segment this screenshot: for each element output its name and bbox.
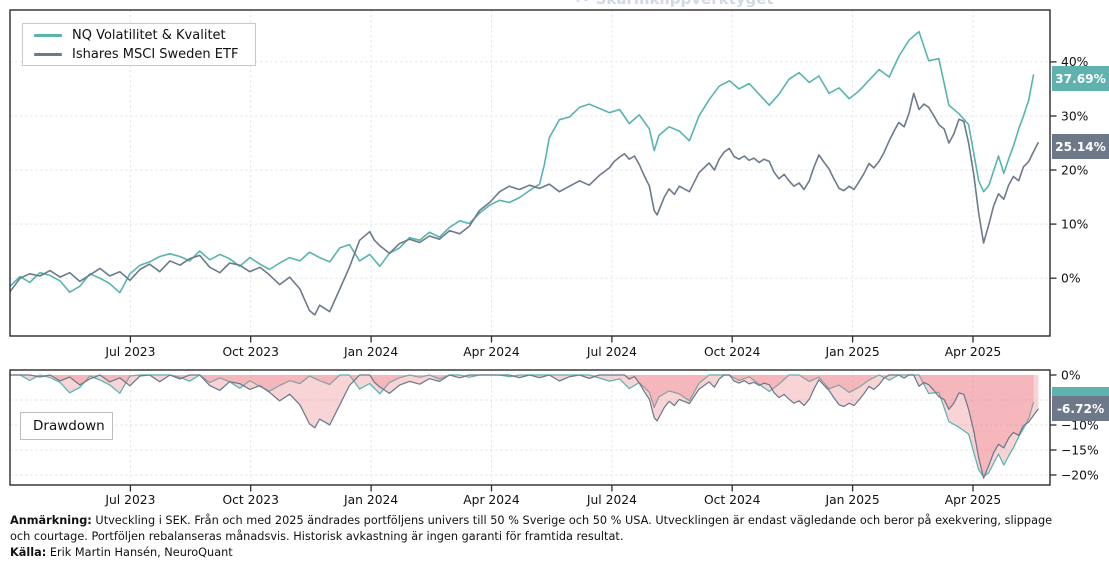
y-tick-label: 40% — [1061, 55, 1088, 69]
etf-drawdown-badge: -6.72% — [1052, 396, 1109, 421]
x-tick-label: Jul 2023 — [104, 493, 155, 507]
etf-current-return-badge: 25.14% — [1052, 134, 1109, 159]
drawdown-line — [10, 374, 1035, 478]
x-tick-label: Apr 2024 — [463, 345, 520, 359]
y-tick-label: −20% — [1061, 468, 1099, 482]
nq-current-return-badge: 37.69% — [1052, 66, 1109, 91]
performance-line — [9, 92, 1040, 316]
y-tick-label: −10% — [1061, 418, 1099, 432]
legend-label-nq: NQ Volatilitet & Kvalitet — [72, 27, 226, 43]
legend-item-nq: NQ Volatilitet & Kvalitet — [34, 28, 255, 43]
x-tick-label: Oct 2024 — [704, 493, 761, 507]
y-tick-label: 20% — [1061, 163, 1088, 177]
performance-line — [9, 30, 1035, 294]
x-tick-label: Jul 2024 — [586, 493, 637, 507]
drawdown-line — [10, 374, 1039, 479]
performance-panel-frame — [9, 9, 1051, 337]
footnote-note-label: Anmärkning: — [10, 514, 92, 527]
x-tick-label: Jan 2024 — [343, 493, 398, 507]
x-tick-label: Apr 2025 — [945, 345, 1001, 359]
x-tick-label: Oct 2024 — [704, 345, 761, 359]
y-tick-label: 30% — [1061, 109, 1088, 123]
footnote-note: Anmärkning: Utveckling i SEK. Från och m… — [10, 513, 1058, 545]
footnote-source: Källa: Erik Martin Hansén, NeuroQuant — [10, 545, 1058, 561]
legend-item-etf: Ishares MSCI Sweden ETF — [34, 47, 255, 62]
drawdown-area — [10, 375, 1034, 477]
nq-line-swatch — [34, 33, 62, 37]
y-tick-label: 0% — [1061, 272, 1081, 286]
y-tick-label: 0% — [1061, 368, 1081, 382]
x-tick-label: Apr 2024 — [463, 493, 520, 507]
drawdown-panel-frame — [9, 369, 1051, 486]
x-tick-label: Oct 2023 — [222, 345, 278, 359]
drawdown-area — [10, 375, 1039, 479]
y-tick-label: −15% — [1061, 443, 1099, 457]
x-tick-label: Jul 2024 — [586, 345, 637, 359]
footnote: Anmärkning: Utveckling i SEK. Från och m… — [10, 513, 1058, 560]
footnote-source-text: Erik Martin Hansén, NeuroQuant — [49, 545, 233, 559]
snipping-tool-watermark: ✂ Skärmklippverktyget — [576, 0, 774, 8]
x-tick-label: Apr 2025 — [945, 493, 1001, 507]
x-tick-label: Jan 2025 — [825, 493, 880, 507]
legend: NQ Volatilitet & Kvalitet Ishares MSCI S… — [22, 23, 256, 66]
scissors-icon: ✂ — [576, 0, 589, 8]
drawdown-panel-label: Drawdown — [20, 412, 113, 440]
footnote-source-label: Källa: — [10, 545, 47, 559]
x-tick-label: Jan 2025 — [825, 345, 880, 359]
etf-line-swatch — [34, 52, 62, 56]
x-tick-label: Oct 2023 — [222, 493, 278, 507]
x-tick-label: Jan 2024 — [343, 345, 398, 359]
x-tick-label: Jul 2023 — [104, 345, 155, 359]
y-tick-label: 10% — [1061, 217, 1088, 231]
watermark-label: Skärmklippverktyget — [596, 0, 774, 8]
drawdown-panel-label-text: Drawdown — [33, 418, 105, 434]
legend-label-etf: Ishares MSCI Sweden ETF — [72, 46, 239, 62]
footnote-note-text: Utveckling i SEK. Från och med 2025 ändr… — [10, 514, 1053, 543]
